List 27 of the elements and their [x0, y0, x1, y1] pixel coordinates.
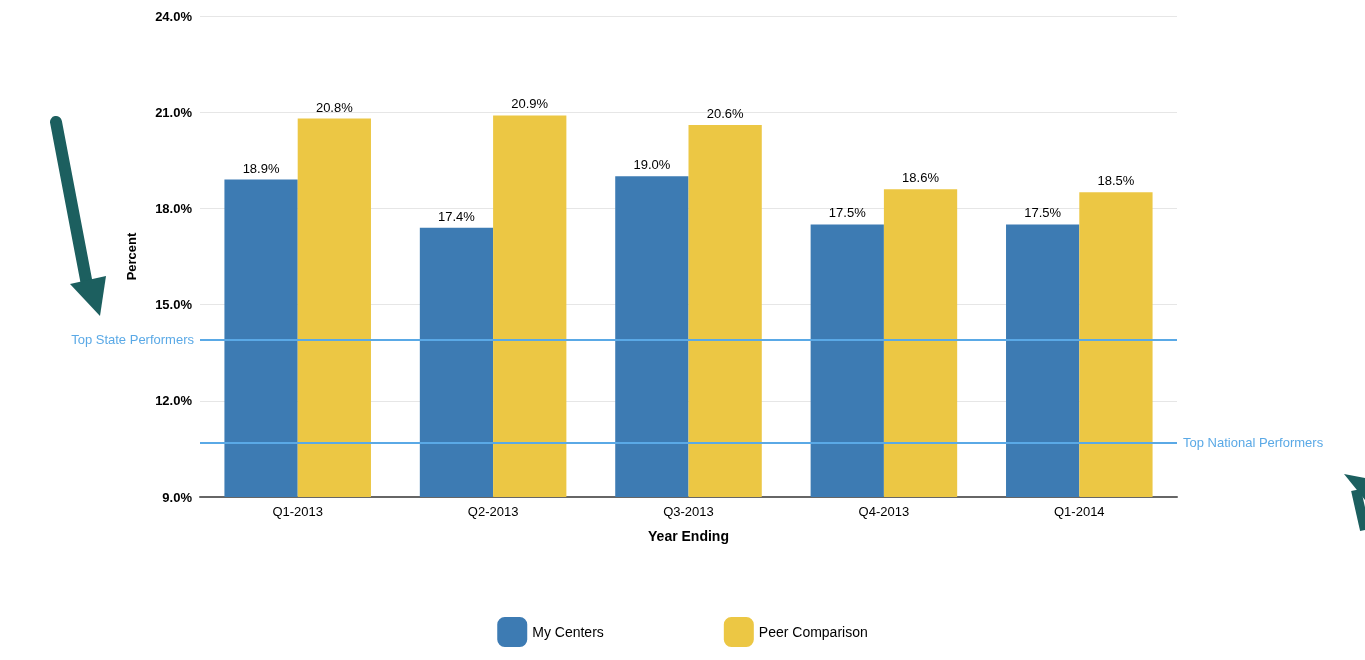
- data-label: 20.8%: [315, 99, 354, 115]
- y-tick-label: 15.0%: [155, 297, 193, 313]
- data-label: 20.6%: [706, 106, 744, 122]
- data-label: 17.5%: [1024, 205, 1062, 221]
- y-tick-label: 9.0%: [162, 489, 193, 505]
- y-tick-label: 18.0%: [155, 200, 193, 216]
- ref-line-label: Top National Performers: [1183, 434, 1324, 450]
- y-tick-label: 24.0%: [155, 8, 193, 24]
- data-label: 19.0%: [633, 157, 671, 173]
- x-tick-label: Q3-2013: [663, 504, 714, 519]
- data-label: 17.4%: [438, 208, 476, 224]
- data-label: 18.9%: [242, 160, 280, 176]
- legend-label: Peer Comparison: [758, 624, 868, 640]
- x-tick-label: Q2-2013: [467, 504, 519, 519]
- x-tick-label: Q1-2013: [272, 504, 323, 519]
- y-axis-title: Percent: [124, 231, 139, 281]
- data-label: 18.6%: [902, 170, 940, 186]
- legend-label: My Centers: [532, 624, 604, 640]
- y-tick-label: 21.0%: [155, 104, 193, 120]
- data-label: 18.5%: [1097, 173, 1135, 189]
- data-label: 17.5%: [828, 205, 867, 221]
- y-tick-label: 12.0%: [155, 393, 193, 409]
- ref-line-label: Top State Performers: [71, 332, 195, 348]
- x-tick-label: Q4-2013: [858, 504, 910, 519]
- data-label: 20.9%: [511, 96, 549, 112]
- x-axis-title: Year Ending: [648, 528, 729, 544]
- x-tick-label: Q1-2014: [1054, 504, 1105, 519]
